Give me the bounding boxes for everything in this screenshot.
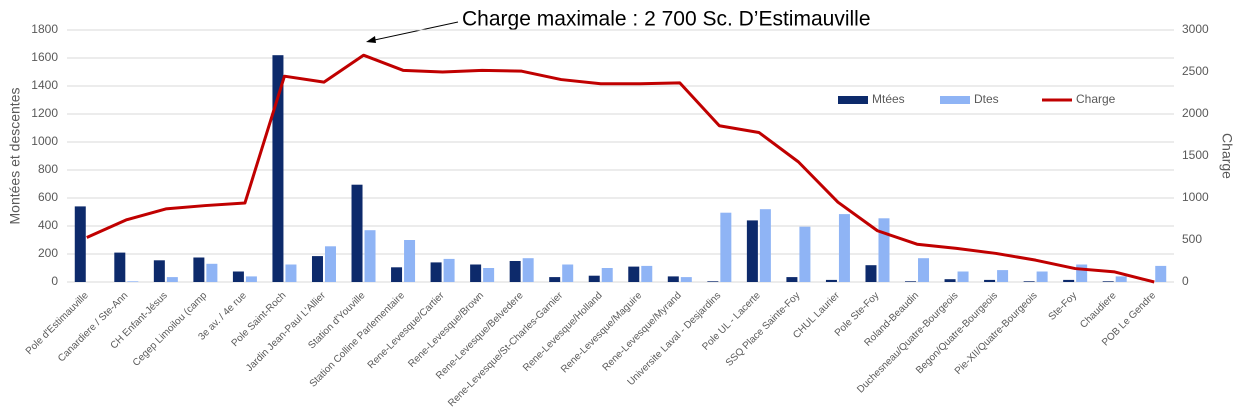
x-tick-label: Chaudiere bbox=[1078, 290, 1119, 331]
bar bbox=[1023, 281, 1035, 282]
annotation: Charge maximale : 2 700 Sc. D’Estimauvil… bbox=[462, 8, 871, 31]
y2-tick-label: 0 bbox=[1182, 274, 1189, 288]
y2-tick-label: 2500 bbox=[1182, 64, 1209, 78]
bar bbox=[324, 246, 336, 282]
legend-label: Mtées bbox=[872, 92, 905, 106]
bar bbox=[245, 276, 257, 282]
bar bbox=[944, 279, 956, 282]
bar bbox=[746, 220, 758, 282]
bar bbox=[680, 277, 692, 282]
bar bbox=[351, 184, 363, 282]
y2-tick-label: 2000 bbox=[1182, 106, 1209, 120]
y-tick-label: 1400 bbox=[31, 78, 58, 92]
bar bbox=[628, 266, 640, 282]
bar bbox=[667, 276, 679, 282]
x-tick-label: Cegep Limoilou (camp bbox=[131, 290, 210, 369]
bar bbox=[272, 55, 284, 283]
bar bbox=[720, 212, 732, 282]
y2-tick-label: 1500 bbox=[1182, 148, 1209, 162]
y2-tick-label: 500 bbox=[1182, 232, 1202, 246]
bar bbox=[905, 281, 917, 282]
bar bbox=[641, 265, 653, 282]
bar bbox=[127, 281, 139, 282]
x-tick-label: Ste-Foy bbox=[1047, 290, 1080, 323]
bar bbox=[443, 258, 455, 282]
x-tick-label: Pie-XII/Quatre-Bourgeois bbox=[953, 290, 1040, 377]
x-tick-label: Rene-Levesque/Holland bbox=[521, 290, 605, 374]
bar bbox=[865, 265, 877, 282]
bar bbox=[918, 258, 930, 282]
y-tick-label: 1600 bbox=[31, 50, 58, 64]
bar bbox=[759, 209, 771, 282]
bar bbox=[285, 264, 297, 282]
bar bbox=[799, 226, 811, 282]
bar bbox=[825, 279, 837, 282]
bar bbox=[232, 271, 244, 282]
bar bbox=[997, 270, 1009, 282]
bar bbox=[707, 281, 719, 282]
bar bbox=[786, 277, 798, 282]
bar bbox=[549, 277, 561, 282]
bar bbox=[588, 275, 600, 282]
legend-swatch bbox=[838, 96, 868, 104]
y2-axis-label: Charge bbox=[1219, 133, 1235, 179]
bar bbox=[311, 256, 323, 282]
x-tick-label: Rene-Levesque/Cartier bbox=[366, 290, 447, 371]
bar bbox=[166, 277, 178, 282]
y-tick-label: 400 bbox=[38, 218, 58, 232]
x-tick-label: Rene-Levesque/Myrand bbox=[601, 290, 684, 373]
y-tick-label: 200 bbox=[38, 246, 58, 260]
bar bbox=[391, 267, 403, 282]
bar bbox=[1102, 281, 1114, 282]
bar bbox=[878, 218, 890, 282]
y-tick-label: 600 bbox=[38, 190, 58, 204]
y2-tick-label: 1000 bbox=[1182, 190, 1209, 204]
bar bbox=[1036, 271, 1048, 282]
x-tick-label: SSQ Place Sainte-Foy bbox=[724, 290, 803, 369]
bar bbox=[1115, 276, 1127, 282]
x-tick-label: Jardin Jean-Paul L'Allier bbox=[244, 290, 328, 374]
bar bbox=[1076, 264, 1088, 282]
bar bbox=[509, 261, 521, 282]
bar bbox=[74, 206, 86, 282]
y-tick-label: 1000 bbox=[31, 134, 58, 148]
y-tick-label: 1200 bbox=[31, 106, 58, 120]
legend-label: Charge bbox=[1076, 92, 1116, 106]
x-tick-label: Rene-Levesque/Maguire bbox=[559, 290, 645, 376]
bar bbox=[483, 268, 495, 282]
arrow-head bbox=[366, 36, 376, 43]
y2-tick-label: 3000 bbox=[1182, 22, 1209, 36]
x-tick-label: Begon/Quatre-Bourgeois bbox=[914, 290, 1000, 376]
bar bbox=[984, 279, 996, 282]
bar bbox=[1155, 265, 1167, 282]
bar bbox=[957, 271, 969, 282]
legend-swatch bbox=[940, 96, 970, 104]
y-tick-label: 0 bbox=[51, 274, 58, 288]
y-tick-label: 800 bbox=[38, 162, 58, 176]
bar bbox=[838, 214, 850, 282]
bar bbox=[206, 263, 218, 282]
x-tick-label: Canardiere / Ste-Ann bbox=[56, 290, 130, 364]
legend-label: Dtes bbox=[974, 92, 999, 106]
bar bbox=[470, 264, 482, 282]
y-axis-label: Montées et descentes bbox=[7, 88, 23, 225]
bar bbox=[193, 257, 205, 282]
bar bbox=[1063, 279, 1075, 282]
bar bbox=[114, 252, 126, 282]
x-tick-label: Rene-Levesque/Brown bbox=[406, 290, 486, 370]
line bbox=[86, 53, 1155, 284]
bar bbox=[562, 264, 574, 282]
bar bbox=[364, 230, 376, 282]
bar bbox=[430, 262, 442, 282]
bar bbox=[522, 258, 534, 282]
y-tick-label: 1800 bbox=[31, 22, 58, 36]
bar bbox=[404, 240, 416, 282]
bar bbox=[601, 268, 613, 282]
annotation-arrow bbox=[369, 21, 459, 42]
bar bbox=[153, 260, 165, 282]
